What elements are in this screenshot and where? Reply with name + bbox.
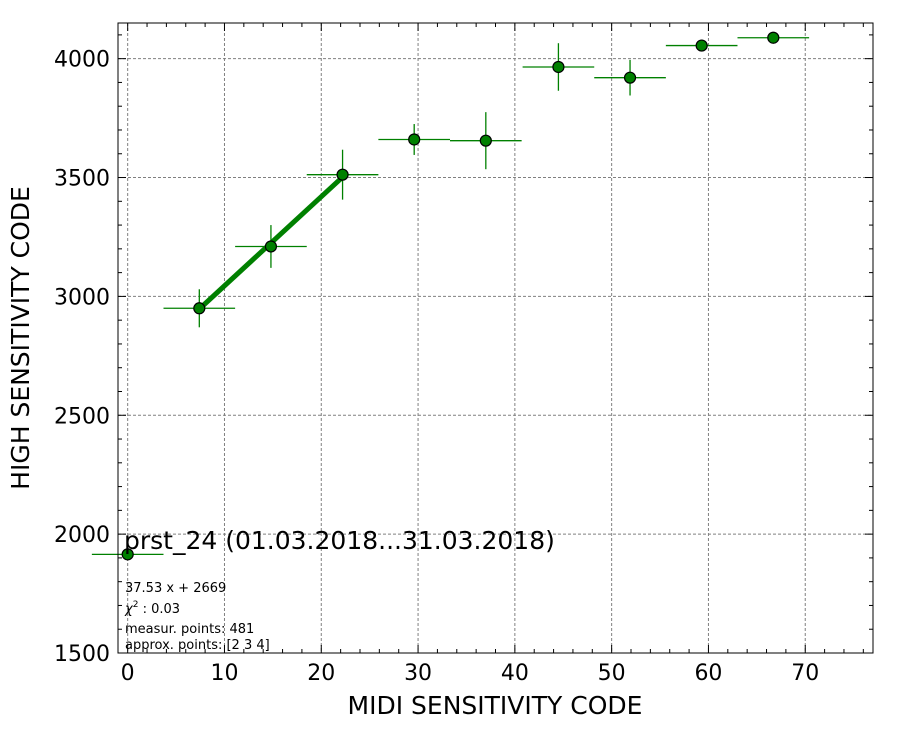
point-marker: [408, 133, 421, 146]
data-point: [235, 225, 307, 268]
annotation-measur-points: measur. points: 481: [125, 622, 254, 637]
axis-ticks: [118, 23, 873, 654]
data-point: [91, 548, 164, 561]
y-tick-label: 2000: [54, 523, 110, 548]
x-axis-title: MIDI SENSITIVITY CODE: [348, 691, 643, 720]
x-tick-label: 40: [501, 661, 529, 686]
data-point: [737, 31, 810, 44]
x-tick-label: 0: [121, 661, 135, 686]
x-tick-label: 30: [404, 661, 432, 686]
y-tick-label: 1500: [54, 642, 110, 667]
data-point: [665, 39, 738, 52]
data-point: [594, 59, 666, 96]
x-tick-label: 10: [210, 661, 238, 686]
x-tick-label: 50: [598, 661, 626, 686]
y-axis-title: HIGH SENSITIVITY CODE: [6, 186, 35, 490]
annotation-title: prst_24 (01.03.2018...31.03.2018): [124, 526, 555, 555]
y-tick-label: 2500: [54, 404, 110, 429]
point-marker: [623, 71, 637, 84]
point-marker: [264, 240, 278, 253]
data-point: [378, 124, 451, 155]
annotation-chi2: χ2 : 0.03: [124, 600, 180, 617]
point-marker: [336, 168, 349, 181]
point-marker: [479, 134, 492, 147]
point-marker: [121, 548, 134, 561]
chi2-symbol: χ: [124, 602, 134, 617]
data-point: [163, 289, 236, 328]
y-tick-label: 4000: [54, 48, 110, 73]
data-points: [91, 31, 810, 561]
x-tick-label: 20: [307, 661, 335, 686]
point-marker: [193, 302, 206, 315]
annotation-equation: 37.53 x + 2669: [125, 581, 226, 596]
x-tick-label: 60: [694, 661, 722, 686]
point-marker: [552, 60, 565, 74]
data-point: [450, 112, 522, 170]
data-point: [306, 149, 379, 200]
point-marker: [767, 31, 780, 44]
annotation-approx-points: approx. points: [2 3 4]: [125, 638, 270, 653]
chi2-value: : 0.03: [138, 602, 180, 617]
tick-labels: 0 10 20 30 40 50 60 70 1500 2000 2500 3000 3500 4000: [54, 48, 819, 686]
y-tick-label: 3500: [54, 167, 110, 192]
point-marker: [695, 39, 708, 52]
y-tick-label: 3000: [54, 285, 110, 310]
plot-frame: [117, 22, 874, 654]
grid: [118, 23, 873, 654]
chi2-superscript: 2: [133, 600, 139, 610]
data-point: [522, 43, 595, 91]
x-tick-label: 70: [791, 661, 819, 686]
